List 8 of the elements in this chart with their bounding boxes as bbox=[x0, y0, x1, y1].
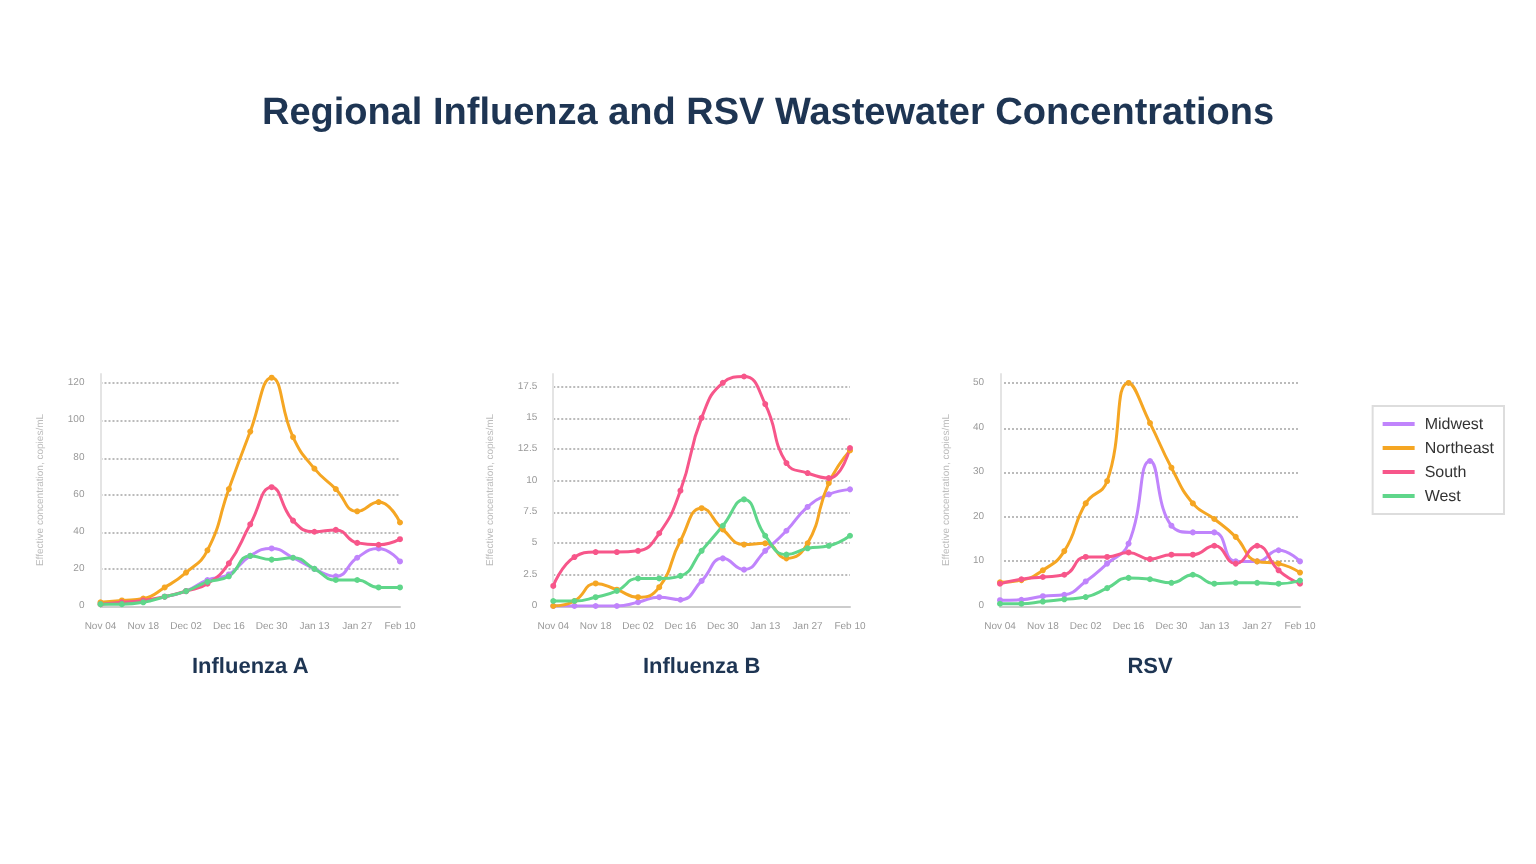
legend-label: Midwest bbox=[1424, 415, 1485, 433]
x-axis-title: Influenza B bbox=[642, 655, 761, 679]
text: Regional Influenza and RSV Wastewater Concentrations bbox=[259, 92, 1277, 136]
x-axis-title: RSV bbox=[1127, 655, 1174, 679]
legend-label: South bbox=[1424, 463, 1467, 481]
legend-label: Northeast bbox=[1424, 439, 1496, 457]
x-axis-title: Influenza A bbox=[191, 655, 309, 679]
legend-label: West bbox=[1424, 487, 1463, 505]
